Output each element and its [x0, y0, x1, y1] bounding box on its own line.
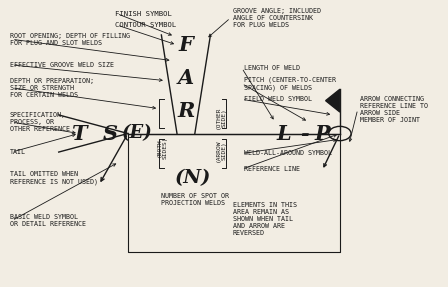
Text: (ARROW
SIDE): (ARROW SIDE) [216, 139, 227, 162]
Text: PITCH (CENTER-TO-CENTER
SPACING) OF WELDS: PITCH (CENTER-TO-CENTER SPACING) OF WELD… [244, 77, 336, 90]
Text: P: P [314, 123, 330, 144]
Text: -: - [300, 123, 309, 144]
Text: NUMBER OF SPOT OR
PROJECTION WELDS: NUMBER OF SPOT OR PROJECTION WELDS [161, 193, 229, 206]
Text: FIELD WELD SYMBOL: FIELD WELD SYMBOL [244, 96, 312, 102]
Text: ELEMENTS IN THIS
AREA REMAIN AS
SHOWN WHEN TAIL
AND ARROW ARE
REVERSED: ELEMENTS IN THIS AREA REMAIN AS SHOWN WH… [233, 202, 297, 236]
Polygon shape [326, 89, 340, 112]
Text: WELD-ALL-AROUND SYMBOL: WELD-ALL-AROUND SYMBOL [244, 150, 332, 156]
Text: FINISH SYMBOL: FINISH SYMBOL [115, 11, 172, 17]
Text: R: R [177, 101, 194, 121]
Text: (E): (E) [121, 125, 152, 143]
Text: EFFECTIVE GROOVE WELD SIZE: EFFECTIVE GROOVE WELD SIZE [9, 62, 114, 68]
Text: SPECIFICATION,
PROCESS, OR
OTHER REFERENCE: SPECIFICATION, PROCESS, OR OTHER REFEREN… [9, 112, 69, 132]
Text: (BOTH
SIDES): (BOTH SIDES) [157, 137, 168, 159]
Text: F: F [178, 35, 194, 55]
Text: GROOVE ANGLE; INCLUDED
ANGLE OF COUNTERSINK
FOR PLUG WELDS: GROOVE ANGLE; INCLUDED ANGLE OF COUNTERS… [233, 8, 321, 28]
Text: CONTOUR SYMBOL: CONTOUR SYMBOL [115, 22, 176, 28]
Text: ROOT OPENING; DEPTH OF FILLING
FOR PLUG AND SLOT WELDS: ROOT OPENING; DEPTH OF FILLING FOR PLUG … [9, 33, 129, 46]
Text: TAIL: TAIL [9, 149, 26, 155]
Text: L: L [277, 123, 291, 144]
Text: ARROW CONNECTING
REFERENCE LINE TO
ARROW SIDE
MEMBER OF JOINT: ARROW CONNECTING REFERENCE LINE TO ARROW… [360, 96, 428, 123]
Text: S: S [103, 123, 118, 144]
Text: REFERENCE LINE: REFERENCE LINE [244, 166, 300, 172]
Text: DEPTH OR PREPARATION;
SIZE OR STRENGTH
FOR CERTAIN WELDS: DEPTH OR PREPARATION; SIZE OR STRENGTH F… [9, 78, 94, 98]
Text: LENGTH OF WELD: LENGTH OF WELD [244, 65, 300, 71]
Text: BASIC WELD SYMBOL
OR DETAIL REFERENCE: BASIC WELD SYMBOL OR DETAIL REFERENCE [9, 214, 86, 227]
Text: (OTHER
SIDE): (OTHER SIDE) [216, 106, 227, 129]
Text: TAIL OMITTED WHEN
REFERENCE IS NOT USED): TAIL OMITTED WHEN REFERENCE IS NOT USED) [9, 171, 98, 185]
Text: (N): (N) [174, 169, 211, 187]
Text: T: T [71, 123, 86, 144]
Text: A: A [178, 68, 194, 88]
